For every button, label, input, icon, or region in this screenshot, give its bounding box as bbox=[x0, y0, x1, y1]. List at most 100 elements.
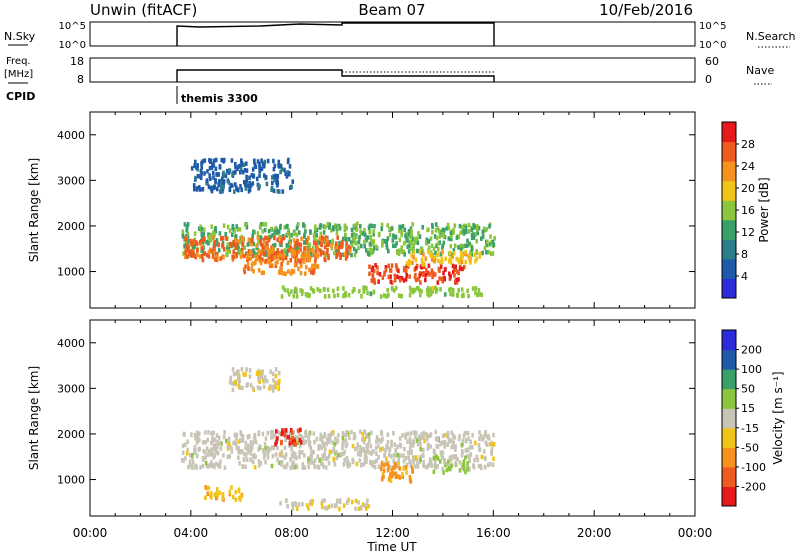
cpid-label: CPID bbox=[6, 90, 35, 103]
colorbar-tick-label: 16 bbox=[741, 204, 755, 217]
heatmap-cell bbox=[263, 453, 266, 458]
y-tick-label: 2000 bbox=[57, 428, 85, 441]
heatmap-cell bbox=[382, 463, 386, 468]
heatmap-cell bbox=[263, 375, 267, 380]
heatmap-cell bbox=[452, 227, 455, 233]
heatmap-cell bbox=[408, 274, 411, 279]
heatmap-cell bbox=[436, 456, 440, 461]
heatmap-cell bbox=[383, 451, 387, 457]
heatmap-cell bbox=[386, 440, 390, 445]
heatmap-cell bbox=[370, 430, 373, 436]
heatmap-cell bbox=[317, 240, 320, 245]
heatmap-cell bbox=[351, 243, 354, 248]
heatmap-cell bbox=[296, 440, 299, 445]
heatmap-cell bbox=[440, 256, 444, 262]
heatmap-cell bbox=[229, 375, 233, 381]
heatmap-cell bbox=[213, 453, 217, 458]
heatmap-cell bbox=[478, 436, 481, 442]
heatmap-cell bbox=[341, 435, 345, 441]
heatmap-cell bbox=[445, 432, 448, 438]
heatmap-cell bbox=[318, 443, 322, 449]
heatmap-cell bbox=[338, 506, 341, 512]
heatmap-cell bbox=[359, 449, 362, 454]
heatmap-cell bbox=[339, 242, 342, 247]
heatmap-cell bbox=[462, 293, 465, 298]
y-tick-label: 2000 bbox=[57, 220, 85, 233]
heatmap-cell bbox=[453, 435, 457, 440]
heatmap-cell bbox=[392, 431, 395, 436]
heatmap-cell bbox=[418, 234, 422, 239]
heatmap-cell bbox=[360, 243, 363, 249]
heatmap-cell bbox=[272, 188, 276, 194]
heatmap-cell bbox=[449, 260, 453, 265]
heatmap-cell bbox=[198, 431, 201, 436]
heatmap-cell bbox=[295, 294, 299, 299]
heatmap-cell bbox=[442, 233, 446, 239]
heatmap-cell bbox=[373, 224, 376, 229]
heatmap-cell bbox=[448, 271, 451, 276]
heatmap-cell bbox=[436, 247, 440, 252]
heatmap-cell bbox=[472, 235, 476, 240]
heatmap-cell bbox=[363, 285, 366, 290]
heatmap-cell bbox=[380, 461, 384, 467]
heatmap-cell bbox=[209, 236, 212, 241]
heatmap-cell bbox=[488, 241, 492, 247]
power-x-ticks bbox=[89, 112, 696, 308]
heatmap-cell bbox=[196, 432, 200, 438]
heatmap-cell bbox=[390, 468, 394, 474]
heatmap-cell bbox=[216, 487, 219, 492]
heatmap-cell bbox=[307, 506, 310, 511]
heatmap-cell bbox=[217, 248, 221, 253]
heatmap-cell bbox=[397, 457, 401, 462]
heatmap-cell bbox=[241, 169, 245, 175]
heatmap-cell bbox=[286, 231, 290, 236]
heatmap-cell bbox=[219, 183, 223, 188]
heatmap-cell bbox=[271, 180, 274, 186]
heatmap-cell bbox=[182, 251, 185, 256]
heatmap-cell bbox=[393, 462, 397, 467]
heatmap-cell bbox=[292, 460, 295, 465]
heatmap-cell bbox=[412, 460, 415, 465]
heatmap-cell bbox=[253, 253, 257, 258]
heatmap-cell bbox=[369, 444, 373, 449]
heatmap-cell bbox=[483, 432, 487, 438]
heatmap-cell bbox=[284, 255, 288, 260]
heatmap-cell bbox=[216, 492, 219, 498]
heatmap-cell bbox=[333, 441, 337, 447]
heatmap-cell bbox=[347, 497, 350, 503]
heatmap-cell bbox=[335, 241, 338, 246]
heatmap-cell bbox=[441, 466, 445, 472]
heatmap-cell bbox=[418, 454, 422, 460]
heatmap-cell bbox=[255, 371, 259, 376]
heatmap-cell bbox=[400, 293, 403, 299]
heatmap-cell bbox=[214, 178, 217, 183]
heatmap-cell bbox=[294, 257, 297, 263]
heatmap-cell bbox=[320, 445, 324, 451]
heatmap-cell bbox=[191, 460, 195, 465]
heatmap-cell bbox=[253, 465, 257, 470]
heatmap-cell bbox=[246, 447, 250, 452]
heatmap-cell bbox=[459, 230, 462, 235]
heatmap-cell bbox=[271, 175, 274, 180]
heatmap-cell bbox=[426, 227, 429, 233]
heatmap-cell bbox=[379, 446, 383, 452]
heatmap-cell bbox=[430, 286, 433, 292]
heatmap-cell bbox=[240, 187, 243, 193]
heatmap-cell bbox=[268, 447, 272, 452]
heatmap-cell bbox=[420, 259, 424, 265]
heatmap-cell bbox=[285, 498, 288, 504]
heatmap-cell bbox=[386, 432, 390, 437]
heatmap-cell bbox=[369, 291, 373, 297]
heatmap-cell bbox=[341, 239, 344, 245]
heatmap-cell bbox=[206, 437, 209, 443]
heatmap-cell bbox=[363, 450, 367, 455]
heatmap-cell bbox=[449, 230, 453, 236]
heatmap-cell bbox=[278, 235, 282, 240]
heatmap-cell bbox=[286, 260, 290, 265]
heatmap-cell bbox=[485, 227, 489, 232]
heatmap-cell bbox=[251, 167, 255, 172]
heatmap-cell bbox=[401, 224, 405, 229]
heatmap-cell bbox=[306, 257, 310, 263]
heatmap-cell bbox=[416, 236, 419, 241]
heatmap-cell bbox=[423, 261, 426, 266]
